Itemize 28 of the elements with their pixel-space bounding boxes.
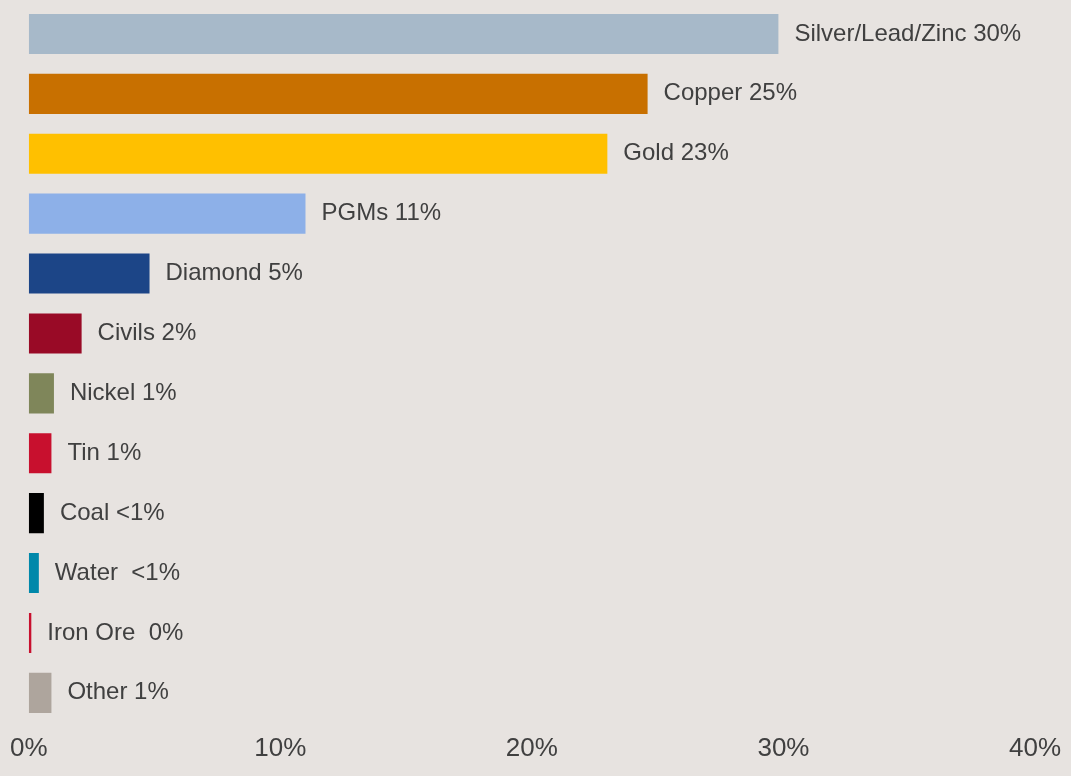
bar xyxy=(28,133,608,174)
bar xyxy=(28,493,44,534)
category-label: Water <1% xyxy=(54,557,181,585)
x-tick-label: 30% xyxy=(757,731,810,762)
bar xyxy=(28,73,648,114)
bar xyxy=(28,433,52,474)
category-label: Civils 2% xyxy=(97,318,197,346)
category-label: Gold 23% xyxy=(623,138,729,166)
bar xyxy=(28,193,306,234)
category-label: Iron Ore 0% xyxy=(47,617,184,645)
x-tick-label: 20% xyxy=(505,731,558,762)
bar xyxy=(28,13,779,55)
category-label: Diamond 5% xyxy=(165,258,303,286)
category-label: Tin 1% xyxy=(67,437,142,465)
category-label: Nickel 1% xyxy=(69,377,177,405)
category-label: Other 1% xyxy=(67,677,169,705)
x-tick-label: 0% xyxy=(10,731,48,762)
bar xyxy=(28,672,52,713)
bar xyxy=(28,313,82,354)
bar xyxy=(28,373,54,414)
x-tick-label: 10% xyxy=(254,731,307,762)
bar xyxy=(28,552,39,594)
bar xyxy=(28,253,150,294)
category-label: Coal <1% xyxy=(59,497,165,525)
category-label: PGMs 11% xyxy=(321,198,442,226)
category-label: Silver/Lead/Zinc 30% xyxy=(794,18,1022,46)
x-tick-label: 40% xyxy=(1008,731,1061,762)
category-label: Copper 25% xyxy=(663,78,798,106)
